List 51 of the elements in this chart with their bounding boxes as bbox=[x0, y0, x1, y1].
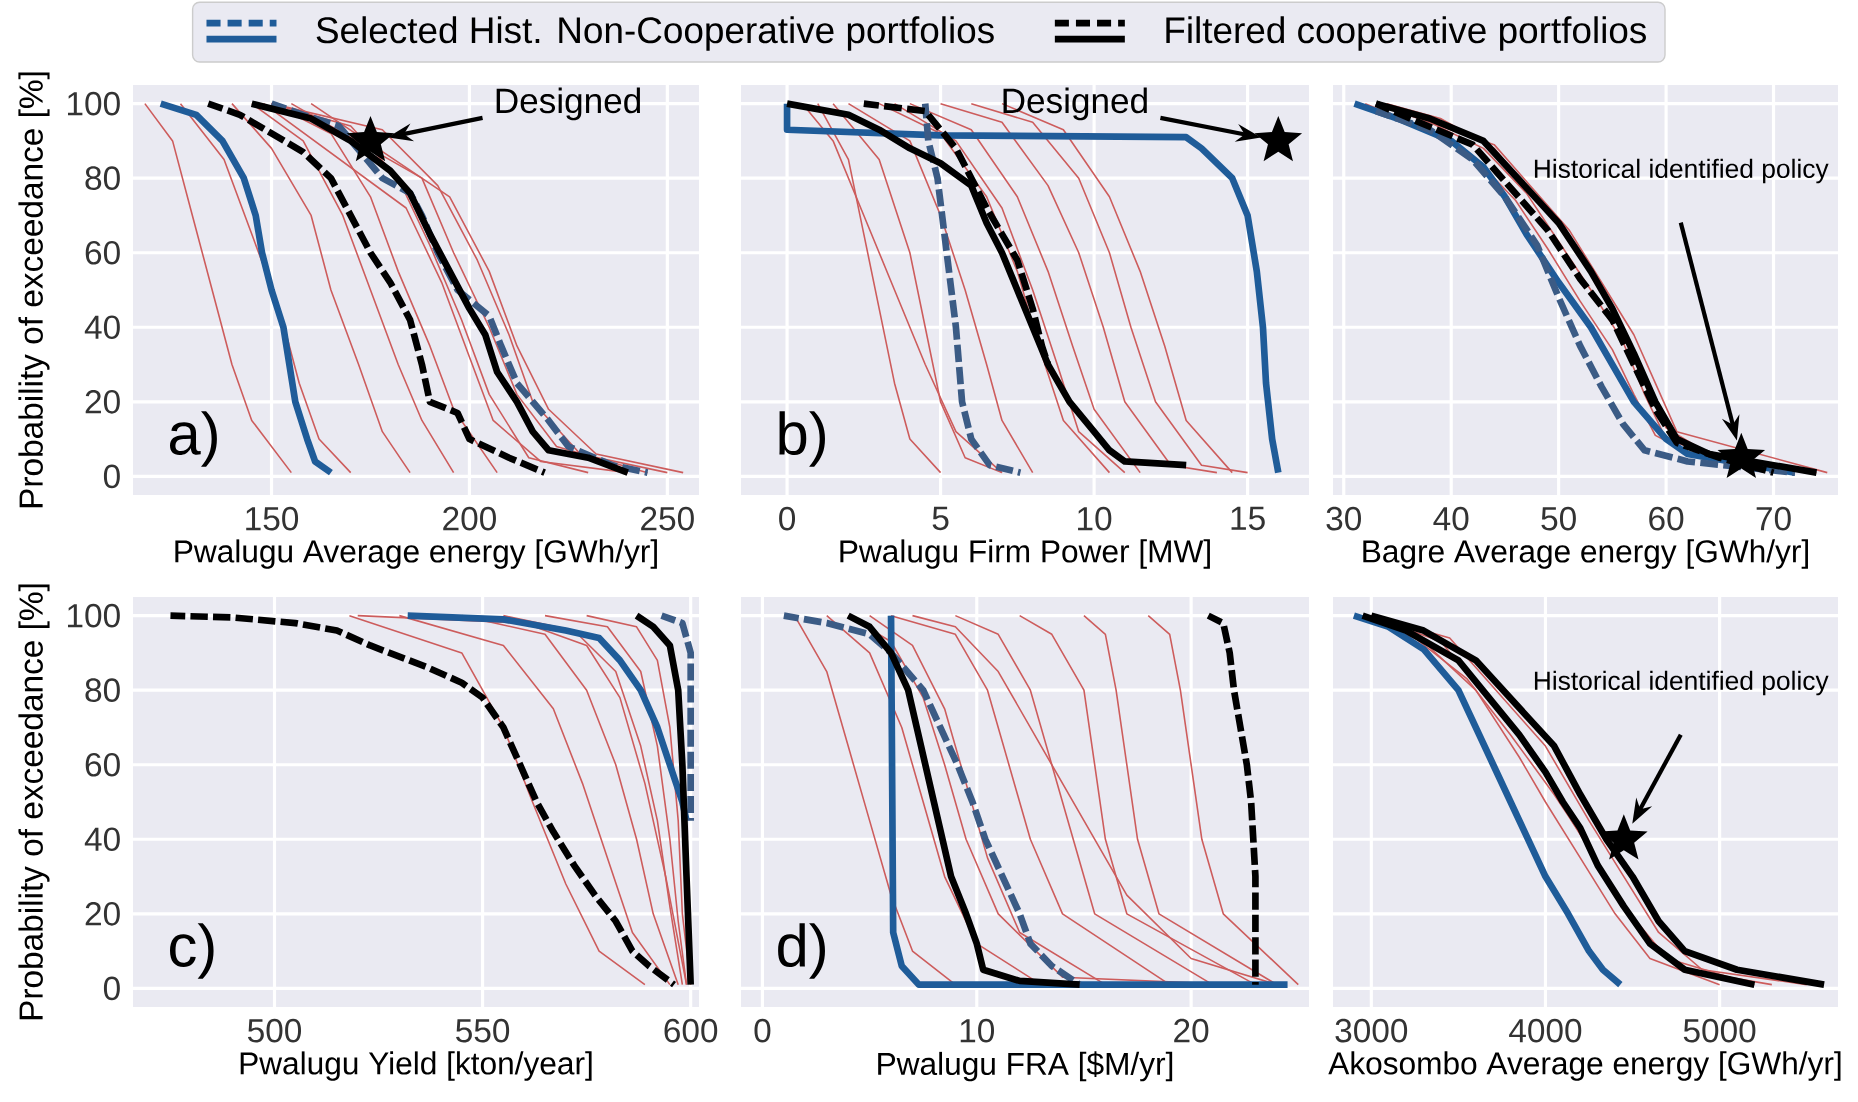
annotation: b) bbox=[779, 411, 825, 467]
x-tick-label: 250 bbox=[641, 506, 694, 531]
x-axis-title: Akosombo Average energy [GWh/yr] bbox=[1328, 1051, 1841, 1081]
y-tick-label: 20 bbox=[85, 902, 120, 926]
y-tick-label: 80 bbox=[85, 678, 120, 703]
y-tick-label: 60 bbox=[85, 240, 120, 265]
y-tick-label: 40 bbox=[84, 827, 120, 852]
x-tick-label: 500 bbox=[247, 1018, 302, 1043]
x-tick-label: 10 bbox=[960, 1018, 995, 1043]
x-tick-label: 4000 bbox=[1509, 1018, 1582, 1043]
annotation: c) bbox=[170, 923, 214, 979]
x-tick-label: 600 bbox=[664, 1018, 718, 1043]
x-tick-label: 0 bbox=[754, 1018, 771, 1043]
x-tick-label: 150 bbox=[246, 506, 299, 531]
x-tick-label: 5 bbox=[932, 506, 949, 531]
annotation: Historical identified policy bbox=[1534, 670, 1829, 696]
x-axis-title: Bagre Average energy [GWh/yr] bbox=[1363, 539, 1808, 569]
x-tick-label: 0 bbox=[779, 506, 796, 531]
legend-label: Selected Hist. Non-Cooperative portfolios bbox=[316, 16, 994, 51]
x-tick-label: 40 bbox=[1433, 506, 1469, 531]
x-tick-label: 10 bbox=[1078, 506, 1112, 531]
y-tick-label: 0 bbox=[103, 976, 120, 1001]
x-tick-label: 20 bbox=[1174, 1018, 1209, 1043]
x-axis-title: Pwalugu Yield [kton/year] bbox=[240, 1051, 592, 1081]
y-axis-title: Probability of exceedance [%] bbox=[18, 72, 50, 508]
x-tick-label: 70 bbox=[1756, 506, 1791, 531]
y-tick-label: 100 bbox=[68, 603, 120, 628]
x-tick-label: 60 bbox=[1649, 506, 1684, 531]
x-axis-title: Pwalugu Average energy [GWh/yr] bbox=[175, 539, 657, 569]
x-axis-title: Pwalugu FRA [$M/yr] bbox=[878, 1051, 1173, 1082]
x-tick-label: 5000 bbox=[1683, 1018, 1756, 1043]
x-tick-label: 550 bbox=[456, 1018, 510, 1043]
y-axis-title: Probability of exceedance [%] bbox=[18, 584, 50, 1020]
annotation: a) bbox=[170, 411, 217, 467]
y-tick-label: 100 bbox=[68, 91, 120, 116]
x-tick-label: 200 bbox=[443, 506, 496, 531]
x-axis-title: Pwalugu Firm Power [MW] bbox=[840, 539, 1210, 569]
legend-label: Filtered cooperative portfolios bbox=[1166, 16, 1646, 51]
annotation: Designed bbox=[496, 87, 641, 121]
x-tick-label: 3000 bbox=[1335, 1018, 1408, 1043]
y-tick-label: 20 bbox=[85, 389, 120, 414]
x-tick-label: 50 bbox=[1541, 506, 1576, 531]
y-tick-label: 80 bbox=[85, 166, 120, 190]
annotation: Designed bbox=[1003, 87, 1147, 121]
y-tick-label: 60 bbox=[85, 752, 120, 777]
x-tick-label: 15 bbox=[1231, 506, 1265, 531]
x-tick-label: 30 bbox=[1326, 506, 1361, 531]
y-tick-label: 0 bbox=[103, 464, 120, 489]
y-tick-label: 40 bbox=[84, 315, 120, 340]
annotation: d) bbox=[778, 923, 825, 979]
annotation: Historical identified policy bbox=[1534, 158, 1829, 184]
